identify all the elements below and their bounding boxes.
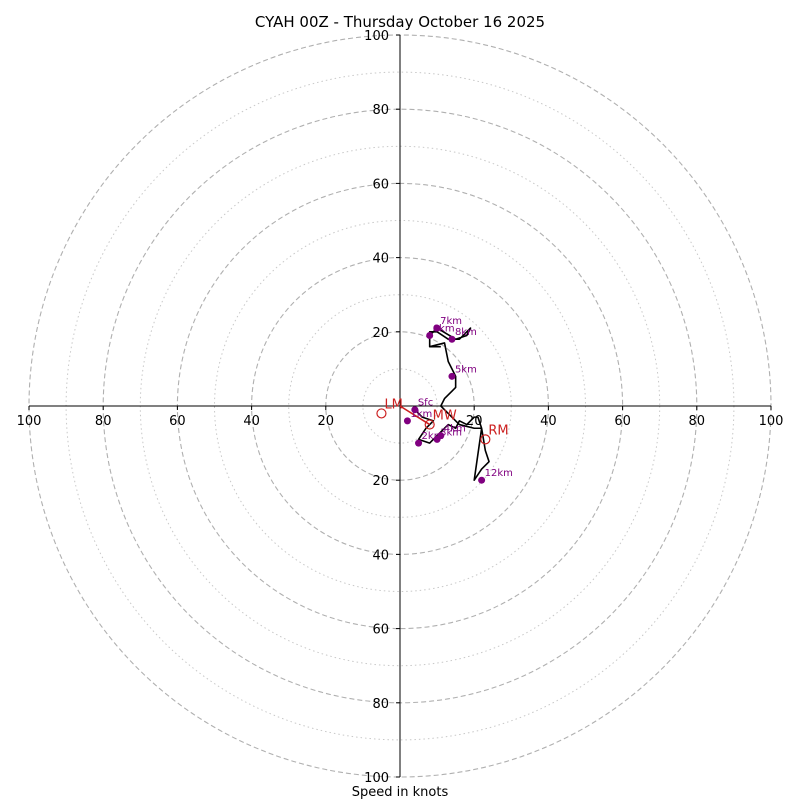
y-tick-label: 40 xyxy=(372,252,389,267)
storm-motions: LM MW RM xyxy=(376,397,509,445)
height-point-label: 5km xyxy=(455,364,477,375)
height-point xyxy=(448,372,456,380)
height-point xyxy=(437,432,445,440)
y-tick-label: 40 xyxy=(372,548,389,563)
y-tick-label: 60 xyxy=(372,623,389,638)
height-point xyxy=(433,324,441,332)
x-tick-label: 100 xyxy=(17,414,42,429)
x-tick-label: 40 xyxy=(540,414,557,429)
storm-motion-marker xyxy=(480,434,491,445)
chart-title: CYAH 00Z - Thursday October 16 2025 xyxy=(255,13,545,31)
y-tick-label: 20 xyxy=(372,326,389,341)
height-point xyxy=(415,439,423,447)
y-tick-label: 100 xyxy=(364,771,389,786)
x-tick-label: 60 xyxy=(169,414,186,429)
height-point-label: 2km xyxy=(422,431,444,442)
height-point xyxy=(426,332,434,340)
y-tick-label: 100 xyxy=(364,29,389,44)
height-point-label: 3km xyxy=(440,427,462,438)
height-point xyxy=(448,335,456,343)
height-point-label: 6km xyxy=(433,324,455,335)
storm-motion-marker xyxy=(424,419,435,430)
x-tick-label: 80 xyxy=(689,414,706,429)
height-point xyxy=(411,406,419,414)
height-point-label: 8km xyxy=(455,327,477,338)
height-point xyxy=(478,476,486,484)
x-tick-label: 60 xyxy=(614,414,631,429)
y-tick-label: 20 xyxy=(372,474,389,489)
height-point-label: 7km xyxy=(440,316,462,327)
x-tick-label: 20 xyxy=(318,414,335,429)
shear-group xyxy=(399,405,431,426)
height-point xyxy=(403,417,411,425)
height-point-label: 4km xyxy=(444,424,466,435)
y-tick-label: 80 xyxy=(372,103,389,118)
x-axis-label: Speed in knots xyxy=(352,785,449,800)
shear-vector xyxy=(399,405,431,426)
height-point-label: 12km xyxy=(485,468,513,479)
storm-motion-label: LM xyxy=(384,397,402,412)
height-point-label: Sfc xyxy=(418,398,433,409)
y-tick-label: 80 xyxy=(372,697,389,712)
y-tick-label: 60 xyxy=(372,177,389,192)
storm-motion-marker xyxy=(376,408,387,419)
x-tick-label: 80 xyxy=(95,414,112,429)
height-point-label: 1km xyxy=(410,409,432,420)
storm-motion-label: MW xyxy=(433,409,457,424)
storm-motion-label: RM xyxy=(488,423,508,438)
x-tick-label: 40 xyxy=(243,414,260,429)
x-tick-label: 100 xyxy=(759,414,784,429)
hodograph-trace-group xyxy=(414,327,490,482)
hodograph-trace xyxy=(414,327,490,482)
